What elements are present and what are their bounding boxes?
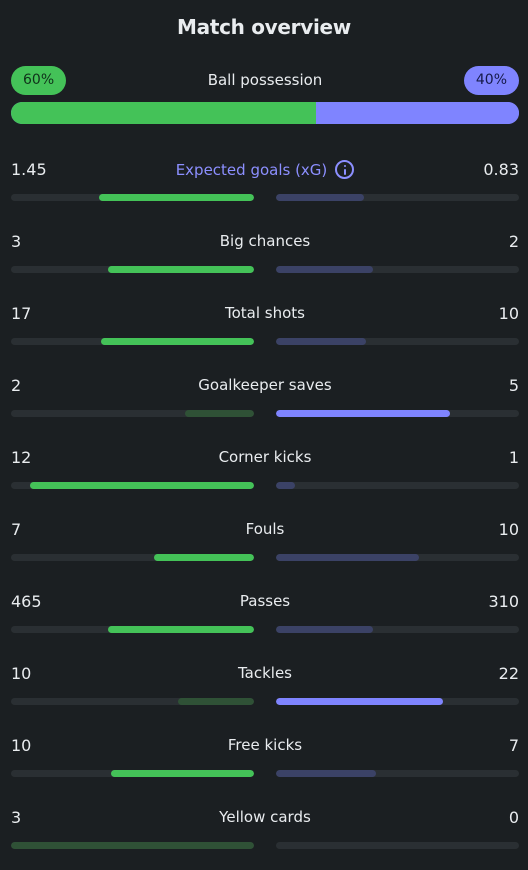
stat-row-big-chances: 3 Big chances 2 bbox=[11, 232, 519, 276]
away-value: 5 bbox=[508, 376, 519, 395]
stat-row-corner-kicks: 12 Corner kicks 1 bbox=[11, 448, 519, 492]
page-title: Match overview bbox=[177, 15, 351, 39]
stat-row-fouls: 7 Fouls 10 bbox=[11, 520, 519, 564]
away-bar-track bbox=[276, 770, 519, 777]
away-possession-fill bbox=[315, 102, 519, 124]
home-value: 2 bbox=[11, 376, 22, 395]
away-bar-track bbox=[276, 194, 519, 201]
home-bar-track bbox=[11, 770, 254, 777]
away-bar-fill bbox=[276, 626, 374, 633]
away-bar-track bbox=[276, 482, 519, 489]
stat-label: Fouls bbox=[11, 520, 519, 538]
home-value: 1.45 bbox=[11, 160, 47, 179]
stat-row-free-kicks: 10 Free kicks 7 bbox=[11, 736, 519, 780]
home-possession-badge: 60% bbox=[11, 66, 67, 95]
home-bar-fill bbox=[29, 482, 254, 489]
home-value: 465 bbox=[11, 592, 42, 611]
away-bar-track bbox=[276, 626, 519, 633]
away-bar-track bbox=[276, 266, 519, 273]
stat-label-text: Total shots bbox=[225, 304, 305, 322]
stat-label: Goalkeeper saves bbox=[11, 376, 519, 394]
stat-label: Total shots bbox=[11, 304, 519, 322]
home-bar-fill bbox=[11, 842, 254, 849]
stat-label: Passes bbox=[11, 592, 519, 610]
home-value: 10 bbox=[11, 736, 32, 755]
stat-label-text: Corner kicks bbox=[218, 448, 312, 466]
away-bar-fill bbox=[276, 266, 374, 273]
home-value: 17 bbox=[11, 304, 32, 323]
stat-label-text: Fouls bbox=[245, 520, 285, 538]
stat-row-passes: 465 Passes 310 bbox=[11, 592, 519, 636]
stat-label-text: Expected goals (xG) bbox=[175, 161, 328, 179]
info-icon[interactable] bbox=[335, 160, 355, 179]
home-bar-track bbox=[11, 194, 254, 201]
stat-label: Free kicks bbox=[11, 736, 519, 754]
away-possession-badge: 40% bbox=[463, 66, 519, 95]
away-value: 10 bbox=[498, 304, 519, 323]
stat-label-text: Tackles bbox=[237, 664, 293, 682]
home-value: 3 bbox=[11, 808, 22, 827]
home-bar-track bbox=[11, 842, 254, 849]
home-bar-track bbox=[11, 482, 254, 489]
home-bar-track bbox=[11, 626, 254, 633]
away-value: 22 bbox=[498, 664, 519, 683]
away-bar-fill bbox=[276, 338, 366, 345]
stat-label: Big chances bbox=[11, 232, 519, 250]
away-value: 2 bbox=[508, 232, 519, 251]
home-bar-fill bbox=[99, 194, 254, 201]
home-bar-fill bbox=[178, 698, 254, 705]
stat-label: Corner kicks bbox=[11, 448, 519, 466]
stat-label: Yellow cards bbox=[11, 808, 519, 826]
away-bar-fill bbox=[276, 482, 295, 489]
away-value: 1 bbox=[508, 448, 519, 467]
away-bar-track bbox=[276, 698, 519, 705]
stat-label-text: Goalkeeper saves bbox=[198, 376, 332, 394]
home-value: 7 bbox=[11, 520, 22, 539]
stat-row-expected-goals-xg: 1.45 Expected goals (xG) 0.83 bbox=[11, 160, 519, 204]
home-bar-track bbox=[11, 266, 254, 273]
home-value: 12 bbox=[11, 448, 32, 467]
home-bar-fill bbox=[111, 770, 254, 777]
away-value: 0.83 bbox=[483, 160, 519, 179]
away-bar-track bbox=[276, 842, 519, 849]
away-bar-fill bbox=[276, 770, 377, 777]
away-bar-fill bbox=[276, 194, 365, 201]
stat-row-goalkeeper-saves: 2 Goalkeeper saves 5 bbox=[11, 376, 519, 420]
away-bar-track bbox=[276, 410, 519, 417]
home-bar-track bbox=[11, 338, 254, 345]
stat-row-yellow-cards: 3 Yellow cards 0 bbox=[11, 808, 519, 852]
stat-label-text: Big chances bbox=[219, 232, 311, 250]
home-bar-fill bbox=[153, 554, 254, 561]
stat-label-text: Yellow cards bbox=[219, 808, 311, 826]
stat-row-total-shots: 17 Total shots 10 bbox=[11, 304, 519, 348]
away-value: 10 bbox=[498, 520, 519, 539]
home-bar-fill bbox=[108, 266, 254, 273]
away-bar-fill bbox=[276, 410, 450, 417]
home-bar-track bbox=[11, 554, 254, 561]
away-value: 7 bbox=[508, 736, 519, 755]
home-bar-track bbox=[11, 410, 254, 417]
away-bar-track bbox=[276, 554, 519, 561]
stat-label-text: Passes bbox=[239, 592, 291, 610]
ball-possession-bar bbox=[11, 102, 519, 124]
away-bar-track bbox=[276, 338, 519, 345]
home-bar-fill bbox=[108, 626, 254, 633]
home-possession-fill bbox=[11, 102, 316, 124]
home-value: 10 bbox=[11, 664, 32, 683]
home-bar-fill bbox=[184, 410, 254, 417]
stat-label: Tackles bbox=[11, 664, 519, 682]
home-bar-track bbox=[11, 698, 254, 705]
away-value: 310 bbox=[488, 592, 519, 611]
stat-row-tackles: 10 Tackles 22 bbox=[11, 664, 519, 708]
stat-label-text: Free kicks bbox=[227, 736, 303, 754]
ball-possession-header: 60% Ball possession 40% bbox=[11, 66, 519, 95]
stat-label[interactable]: Expected goals (xG) bbox=[11, 160, 519, 179]
home-bar-fill bbox=[100, 338, 254, 345]
away-bar-fill bbox=[276, 554, 419, 561]
away-value: 0 bbox=[508, 808, 519, 827]
ball-possession-label: Ball possession bbox=[207, 71, 323, 89]
away-bar-fill bbox=[276, 698, 444, 705]
home-value: 3 bbox=[11, 232, 22, 251]
